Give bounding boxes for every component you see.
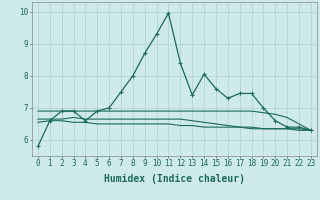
X-axis label: Humidex (Indice chaleur): Humidex (Indice chaleur) — [104, 174, 245, 184]
